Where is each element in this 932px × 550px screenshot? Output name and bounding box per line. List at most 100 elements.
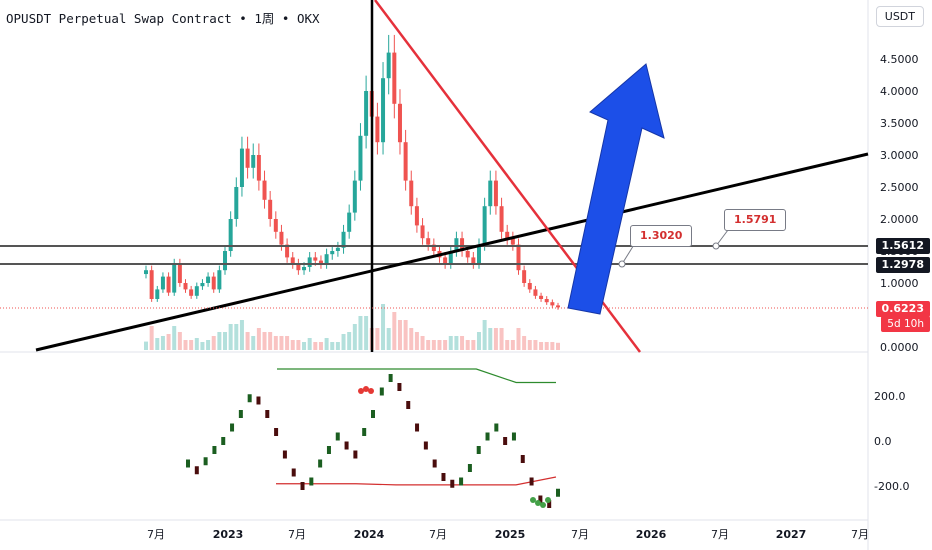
volume-bar <box>223 332 228 350</box>
price-tick-label: 4.0000 <box>880 85 919 98</box>
candle-body <box>335 247 340 251</box>
volume-bar <box>166 334 171 350</box>
volume-bar <box>194 338 199 350</box>
volume-bar <box>556 342 560 350</box>
volume-bar <box>358 316 363 350</box>
oscillator-bar <box>511 432 516 441</box>
oscillator-bar <box>274 428 279 436</box>
volume-bar <box>522 336 527 350</box>
oscillator-series <box>186 374 560 508</box>
chart-title: OPUSDT Perpetual Swap Contract • 1周 • OK… <box>6 11 320 26</box>
candle-body <box>364 91 369 136</box>
volume-bar <box>279 336 284 350</box>
oscillator-bar <box>362 428 367 436</box>
candle-body <box>217 270 222 290</box>
candle-body <box>544 299 549 303</box>
oscillator-bar <box>203 457 208 466</box>
oscillator-bar <box>388 374 393 382</box>
callout-label-right[interactable]: 1.5791 <box>724 209 787 231</box>
volume-bar <box>268 332 273 350</box>
candle-body <box>522 270 527 283</box>
callout-anchor-right[interactable] <box>712 242 720 250</box>
volume-bar <box>189 340 194 350</box>
volume-bar <box>285 336 290 350</box>
candle-body <box>533 289 538 296</box>
candle-body <box>443 257 448 264</box>
oscillator-bar <box>432 459 437 468</box>
bullish-arrow-icon[interactable] <box>567 63 665 315</box>
oscillator-tick-label: -200.0 <box>874 480 909 493</box>
candle-body <box>386 52 391 79</box>
candle-body <box>414 206 419 226</box>
lower-level-price-tag: 1.2978 <box>875 257 930 273</box>
oscillator-bottom-marker <box>530 497 551 508</box>
oscillator-bar <box>318 459 323 468</box>
candle-body <box>392 52 397 104</box>
volume-bar <box>364 316 369 350</box>
oscillator-bar <box>450 479 455 488</box>
oscillator-bar <box>538 495 543 504</box>
candle-body <box>465 251 470 258</box>
oscillator-bar <box>485 432 490 441</box>
candle-body <box>493 180 498 207</box>
oscillator-bar <box>265 410 270 418</box>
time-tick-label: 2024 <box>354 528 385 541</box>
oscillator-bar <box>467 464 472 472</box>
callout-anchor-left[interactable] <box>618 260 626 268</box>
volume-bar <box>228 324 233 350</box>
candle-body <box>183 283 188 290</box>
candle-body <box>239 148 244 187</box>
candle-body <box>313 257 318 261</box>
candle-body <box>460 238 465 251</box>
oscillator-bar <box>282 450 287 459</box>
candle-body <box>403 142 408 181</box>
callout-label-left[interactable]: 1.3020 <box>630 225 693 247</box>
time-tick-label: 7月 <box>851 528 869 541</box>
volume-bar <box>324 338 329 350</box>
candle-body <box>381 78 386 143</box>
volume-bar <box>307 338 312 350</box>
volume-bars <box>144 304 560 350</box>
time-tick-label: 7月 <box>147 528 165 541</box>
volume-bar <box>539 342 544 350</box>
oscillator-bar <box>291 468 296 477</box>
candle-body <box>341 231 346 248</box>
candle-body <box>155 289 160 299</box>
volume-bar <box>234 324 239 350</box>
countdown-tag: 5d 10h <box>881 316 930 332</box>
volume-bar <box>471 340 476 350</box>
oscillator-bar <box>371 410 375 418</box>
volume-bar <box>375 328 380 350</box>
price-tick-label: 2.5000 <box>880 181 919 194</box>
volume-bar <box>431 340 436 350</box>
currency-button[interactable]: USDT <box>875 6 924 27</box>
volume-bar <box>296 340 301 350</box>
volume-bar <box>262 332 267 350</box>
candle-body <box>144 270 148 275</box>
volume-bar <box>290 340 295 350</box>
volume-bar <box>149 326 154 350</box>
candle-body <box>420 225 425 239</box>
volume-bar <box>420 336 425 350</box>
volume-bar <box>330 342 335 350</box>
oscillator-bar <box>529 477 534 486</box>
oscillator-lower-band <box>276 476 557 486</box>
volume-bar <box>443 340 448 350</box>
candle-body <box>206 276 211 283</box>
candle-body <box>189 289 194 296</box>
oscillator-bar <box>238 410 243 418</box>
candle-body <box>471 257 476 264</box>
ascending-trendline[interactable] <box>35 152 869 352</box>
price-tick-label: 2.0000 <box>880 213 919 226</box>
volume-bar <box>352 324 357 350</box>
candle-body <box>454 238 459 251</box>
candle-body <box>556 305 560 308</box>
oscillator-bar <box>194 466 199 475</box>
price-tick-label: 3.5000 <box>880 117 919 130</box>
candle-body <box>516 244 521 271</box>
oscillator-bar <box>221 437 226 445</box>
volume-bar <box>493 328 498 350</box>
candle-body <box>279 231 284 245</box>
oscillator-bar <box>300 482 305 490</box>
